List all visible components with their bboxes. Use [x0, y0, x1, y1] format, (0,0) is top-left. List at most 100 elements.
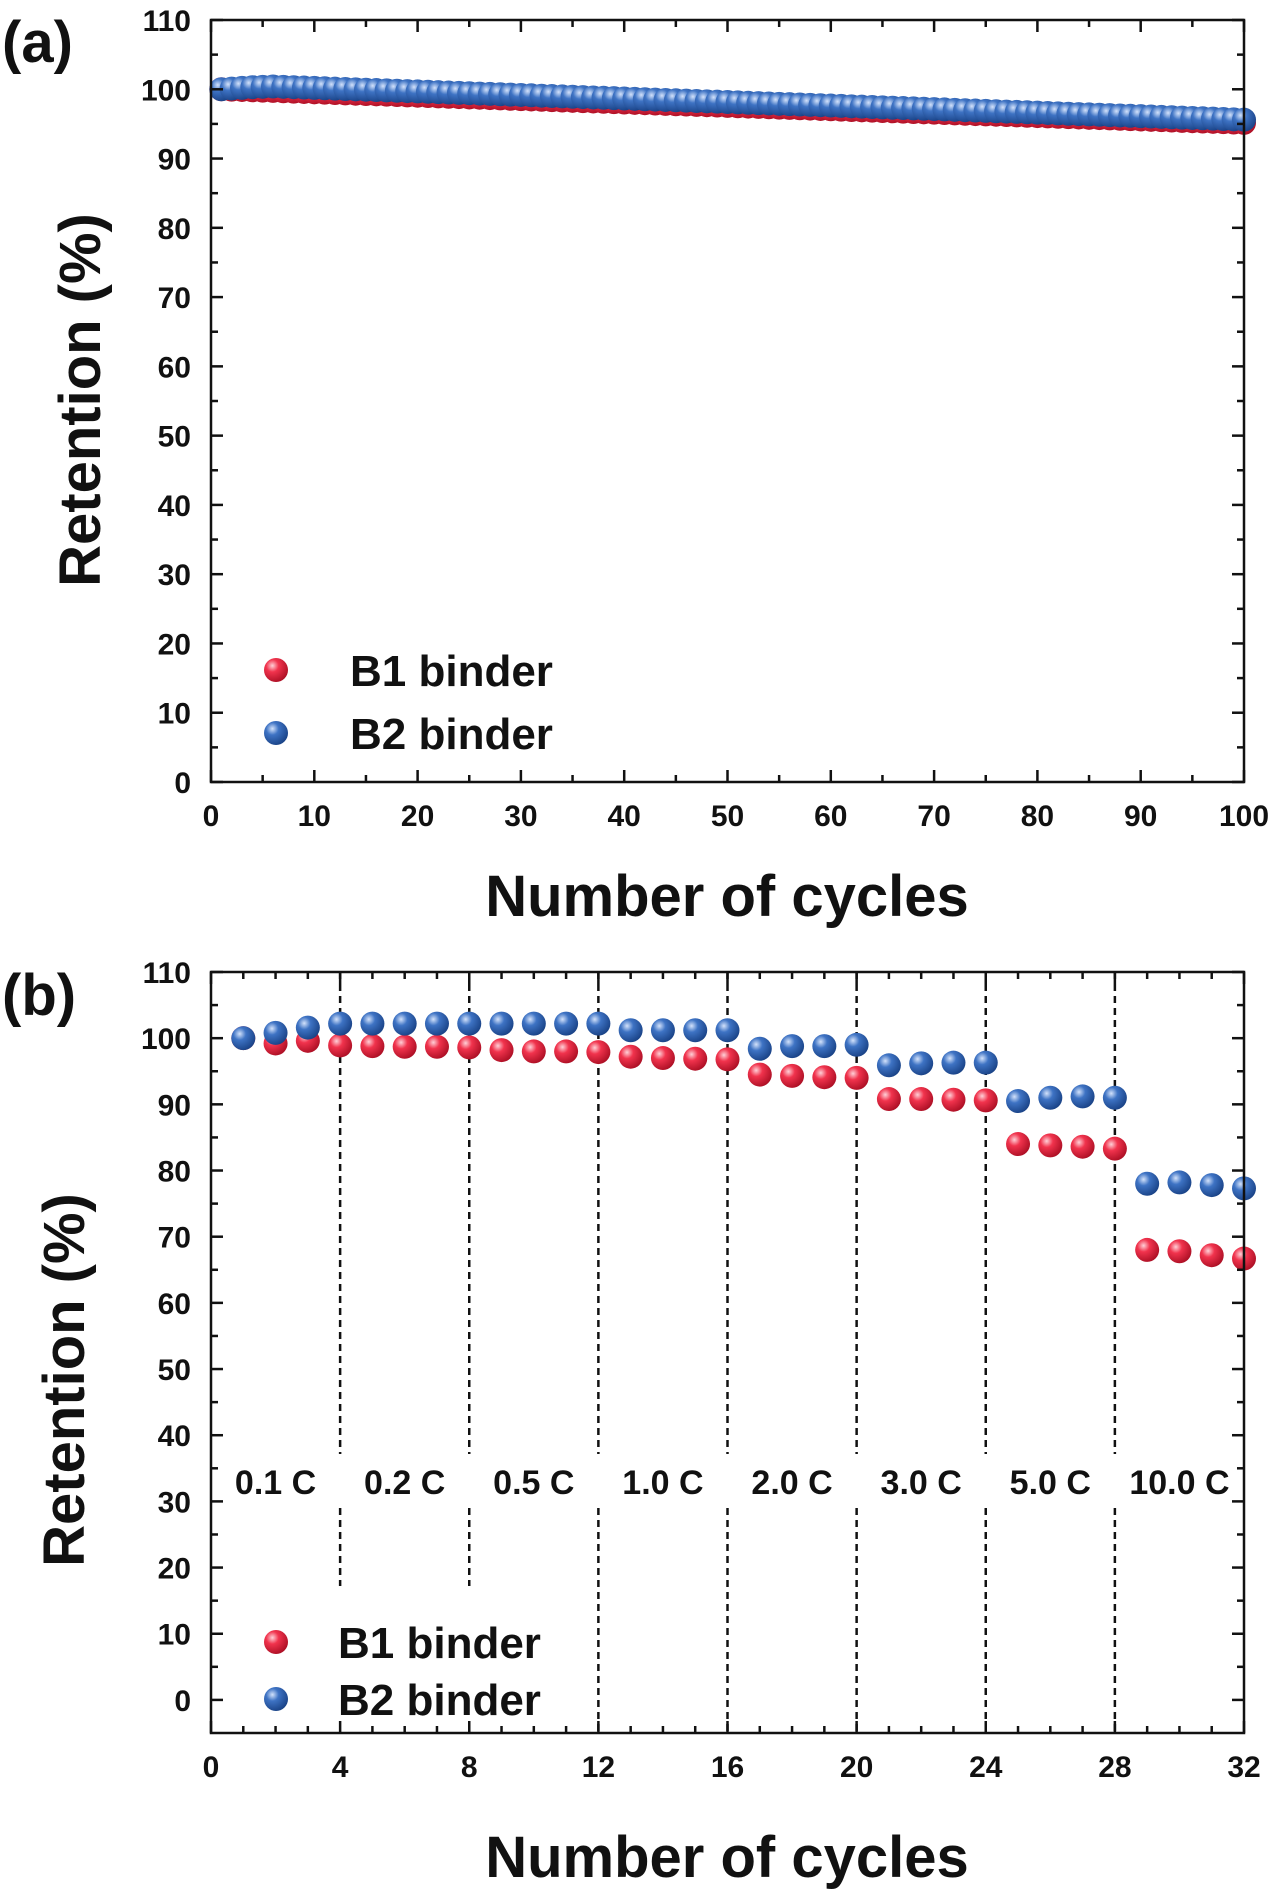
panel-a-axes: 0 10 20 30 40 50 60 70 80 90 100 0 10 20 30 40 50 60 70 80 9… [141, 5, 1269, 833]
panel-a-x-tick-label: 80 [1021, 800, 1054, 833]
panel-b-point-b1 [1102, 1136, 1127, 1161]
panel-b-point-b1 [489, 1038, 514, 1063]
panel-b-point-b1 [812, 1065, 837, 1090]
panel-b-point-b1 [424, 1034, 449, 1059]
panel-b-rate-label: 0.1 C [235, 1464, 316, 1502]
panel-b-point-b2 [1038, 1085, 1063, 1110]
panel-a-x-tick-label: 40 [608, 800, 641, 833]
panel-b-point-b1 [1006, 1132, 1031, 1157]
panel-b-y-tick-label: 30 [158, 1486, 191, 1519]
panel-a-y-tick-label: 10 [158, 698, 191, 731]
panel-b-point-b2 [973, 1050, 998, 1075]
panel-b-point-b1 [1167, 1239, 1192, 1264]
panel-b-y-tick-label: 100 [141, 1023, 191, 1056]
panel-a-x-tick-label: 10 [298, 800, 331, 833]
panel-b-point-b2 [909, 1051, 934, 1076]
panel-b-y-tick-label: 80 [158, 1156, 191, 1189]
panel-a-x-tick-label: 20 [401, 800, 434, 833]
panel-b-point-b2 [295, 1015, 320, 1040]
panel-b-point-b1 [554, 1039, 579, 1064]
panel-b-point-b1 [392, 1034, 417, 1059]
panel-b-point-b2 [263, 1020, 288, 1045]
panel-a-y-tick-label: 80 [158, 213, 191, 246]
panel-b-rate-labels: 0.1 C 0.2 C 0.5 C 1.0 C 2.0 C 3.0 C 5.0 C 10.0 … [235, 1464, 1230, 1502]
panel-a: (a) 0 10 20 30 40 50 60 70 80 90 100 0 10 20 30 40 50 60 7… [2, 5, 1269, 929]
panel-b-y-tick-label: 70 [158, 1222, 191, 1255]
panel-a-legend-marker-b2 [264, 721, 288, 745]
panel-b-legend-label-b1: B1 binder [338, 1619, 541, 1668]
panel-a-y-axis-title: Retention (%) [48, 213, 113, 587]
panel-b-rate-label: 10.0 C [1129, 1464, 1229, 1502]
panel-a-legend-label-b1: B1 binder [350, 647, 553, 696]
panel-a-y-tick-label: 110 [143, 5, 191, 38]
panel-b-point-b2 [521, 1011, 546, 1036]
panel-a-x-tick-label: 0 [203, 800, 220, 833]
panel-a-label: (a) [2, 10, 73, 75]
panel-b-x-tick-label: 0 [203, 1751, 220, 1784]
panel-b-y-tick-label: 20 [158, 1553, 191, 1586]
panel-b-marks [231, 1011, 1256, 1271]
panel-b-point-b1 [715, 1047, 740, 1072]
panel-a-legend: B1 binder B2 binder [264, 647, 553, 759]
panel-a-y-tick-label: 30 [158, 559, 191, 592]
panel-b-x-tick-label: 24 [969, 1751, 1003, 1784]
panel-a-y-tick-label: 70 [158, 282, 191, 315]
panel-b-point-b2 [360, 1011, 385, 1036]
panel-a-x-tick-label: 60 [814, 800, 847, 833]
panel-b-x-tick-label: 4 [332, 1751, 349, 1784]
panel-b-series-b1 [231, 1026, 1256, 1271]
panel-a-legend-marker-b1 [264, 658, 288, 682]
panel-b-point-b1 [844, 1065, 869, 1090]
panel-b-point-b1 [747, 1062, 772, 1087]
panel-b-x-tick-label: 20 [840, 1751, 873, 1784]
panel-b-point-b1 [1070, 1134, 1095, 1159]
panel-a-x-tick-label: 90 [1124, 800, 1157, 833]
panel-b-rate-label: 1.0 C [622, 1464, 703, 1502]
panel-b-point-b1 [941, 1087, 966, 1112]
panel-b-point-b2 [941, 1050, 966, 1075]
panel-b-rate-label: 2.0 C [751, 1464, 832, 1502]
panel-b-point-b1 [328, 1033, 353, 1058]
panel-b: (b) 0.1 C 0.2 C 0.5 C 1.0 C 2.0 C 3.0 C 5.0 C 1… [2, 957, 1261, 1890]
panel-b-point-b1 [618, 1044, 643, 1069]
panel-b-point-b2 [1070, 1084, 1095, 1109]
panel-a-x-tick-label: 100 [1219, 800, 1269, 833]
panel-a-y-tick-label: 20 [158, 628, 191, 661]
panel-a-y-tick-label: 50 [158, 421, 191, 454]
panel-b-point-b1 [909, 1087, 934, 1112]
panel-b-point-b2 [586, 1011, 611, 1036]
panel-b-axes: 0 4 8 12 16 20 24 28 32 0 10 20 30 40 50 60 70 80 90 100 110 [141, 957, 1261, 1784]
panel-b-x-tick-label: 28 [1098, 1751, 1131, 1784]
panel-a-y-tick-label: 100 [141, 74, 191, 107]
panel-b-x-axis-title: Number of cycles [485, 1825, 969, 1890]
panel-b-legend-marker-b1 [264, 1630, 288, 1654]
panel-b-point-b2 [747, 1036, 772, 1061]
panel-b-y-tick-label: 90 [158, 1089, 191, 1122]
panel-b-x-tick-label: 8 [461, 1751, 478, 1784]
panel-b-point-b1 [360, 1034, 385, 1059]
panel-b-point-b2 [650, 1018, 675, 1043]
panel-b-point-b1 [683, 1046, 708, 1071]
panel-b-point-b2 [328, 1011, 353, 1036]
panel-b-rate-label: 0.5 C [493, 1464, 574, 1502]
panel-b-point-b1 [650, 1046, 675, 1071]
panel-a-x-tick-label: 50 [711, 800, 744, 833]
panel-b-rate-dividers [338, 972, 1117, 1733]
panel-b-x-tick-label: 16 [711, 1751, 744, 1784]
panel-b-point-b1 [1199, 1243, 1224, 1268]
panel-b-point-b1 [780, 1063, 805, 1088]
panel-b-y-tick-label: 40 [158, 1420, 191, 1453]
panel-b-point-b2 [618, 1018, 643, 1043]
panel-a-legend-label-b2: B2 binder [350, 710, 553, 759]
panel-b-point-b2 [489, 1011, 514, 1036]
panel-b-point-b2 [876, 1053, 901, 1078]
panel-b-label: (b) [2, 963, 76, 1028]
panel-b-rate-label: 5.0 C [1010, 1464, 1091, 1502]
panel-b-point-b2 [715, 1018, 740, 1043]
panel-b-legend: B1 binder B2 binder [264, 1619, 541, 1725]
panel-b-rate-label: 3.0 C [881, 1464, 962, 1502]
panel-b-point-b1 [1038, 1133, 1063, 1158]
panel-b-point-b2 [231, 1026, 256, 1051]
panel-b-point-b2 [1135, 1171, 1160, 1196]
panel-a-marks [209, 74, 1256, 135]
